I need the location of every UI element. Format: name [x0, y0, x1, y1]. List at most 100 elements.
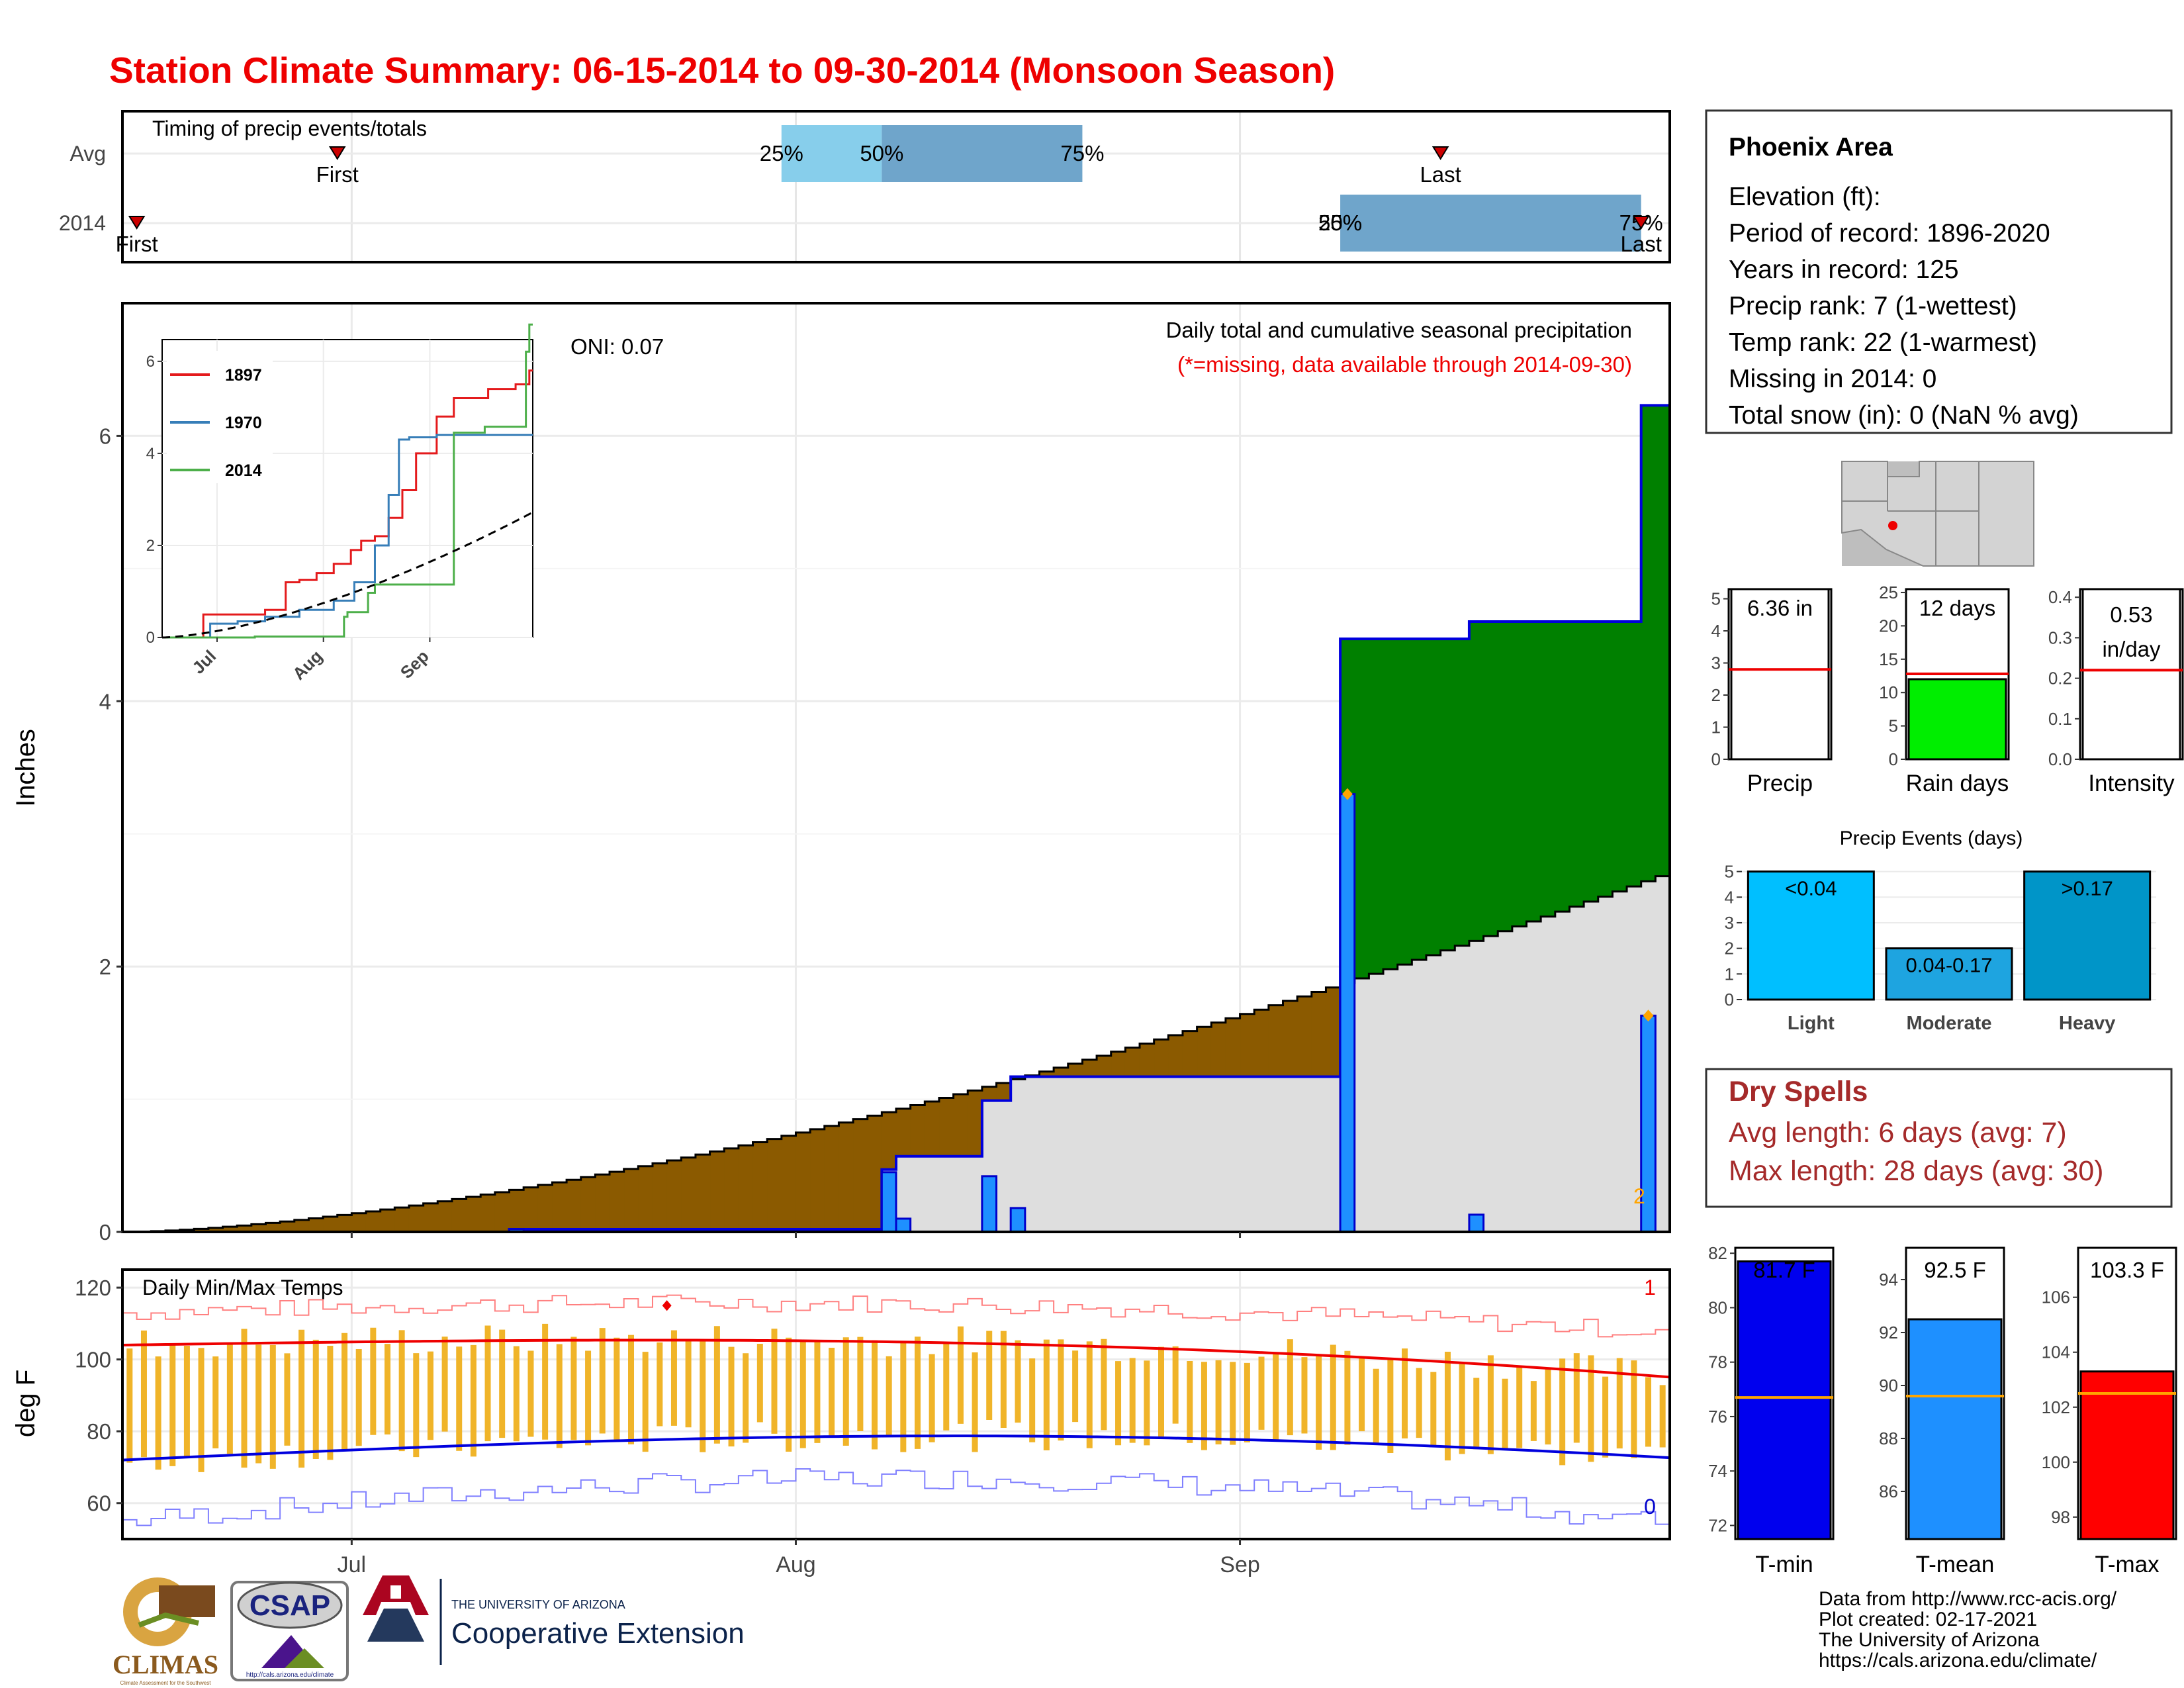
temp-bar-label: 103.3 F [2090, 1258, 2164, 1282]
mini-bar-ytick-label: 0 [1711, 749, 1721, 769]
temp-bar-ytick-label: 98 [2051, 1507, 2070, 1527]
dry-spells-avg: Avg length: 6 days (avg: 7) [1729, 1117, 2067, 1149]
record-high-marker [662, 1300, 672, 1311]
temp-bar-label: 81.7 F [1753, 1258, 1815, 1282]
station-name: Phoenix Area [1729, 133, 1893, 162]
temp-bar-ytick-label: 86 [1879, 1481, 1898, 1501]
avg-max-line [122, 1338, 1670, 1379]
mini-bar-ytick-label: 2 [1711, 685, 1721, 705]
station-info-line: Missing in 2014: 0 [1729, 365, 1936, 393]
record-max-line [122, 1294, 1670, 1338]
climas-logo-subtext: Climate Assessment for the Southwest [120, 1680, 212, 1686]
avg-cumulative-line [122, 870, 1671, 1233]
chart-title: Station Climate Summary: 06-15-2014 to 0… [109, 50, 1335, 91]
inset-ytick-label: 2 [146, 537, 155, 555]
precip-ytick-label: 6 [99, 424, 111, 448]
temp-bar-ytick-label: 72 [1708, 1515, 1727, 1535]
mini-bar-name: Intensity [2088, 771, 2175, 796]
temp-bar-ytick-label: 94 [1879, 1270, 1898, 1289]
inset-line-1970 [162, 434, 533, 639]
precip-events-category: Light [1788, 1013, 1835, 1034]
mini-bar-ytick-label: 0 [1889, 749, 1898, 769]
temp-bar-name: T-min [1755, 1552, 1813, 1577]
mini-bar-name: Precip [1747, 771, 1813, 796]
mini-bar-ytick-label: 20 [1879, 616, 1898, 635]
credit-line: Data from http://www.rcc-acis.org/ [1819, 1588, 2117, 1610]
temp-bar-label: 92.5 F [1924, 1258, 1986, 1282]
logos: CLIMAS Climate Assessment for the Southw… [113, 1575, 745, 1686]
precip-events-bar [1747, 870, 1875, 1001]
temp-bar-ytick-label: 100 [2042, 1452, 2070, 1472]
temp-ylabel: deg F [11, 1370, 40, 1437]
precip-ytick-label: 2 [99, 955, 111, 979]
locator-map [1841, 461, 2034, 567]
avg-q25-label: 25% [760, 141, 803, 165]
dry-spells-title: Dry Spells [1729, 1076, 1868, 1107]
station-info-line: Precip rank: 7 (1-wettest) [1729, 292, 2017, 320]
precip-events-bar-label: >0.17 [2061, 877, 2113, 900]
timing-panel-label: Timing of precip events/totals [152, 117, 427, 140]
avg-last-label: Last [1420, 162, 1461, 187]
inset-line-2014 [162, 323, 533, 639]
inset-legend-label: 1970 [225, 414, 262, 432]
mini-bar-label: 6.36 in [1747, 596, 1813, 620]
inset-line-1897 [162, 369, 533, 639]
mini-bar-ytick-label: 4 [1711, 621, 1721, 641]
credit-line: https://cals.arizona.edu/climate/ [1819, 1650, 2097, 1671]
temp-bar-ytick-label: 104 [2042, 1342, 2070, 1362]
precip-events-bar-label: <0.04 [1785, 877, 1837, 900]
temp-panel-label: Daily Min/Max Temps [142, 1276, 343, 1299]
precip-events-category: Moderate [1907, 1013, 1992, 1034]
station-location-marker [1888, 521, 1897, 530]
min-record-count: 0 [1644, 1495, 1656, 1519]
precip-events-ytick-label: 3 [1725, 913, 1734, 933]
precip-ytick-label: 0 [99, 1220, 111, 1244]
timing-panel: Timing of precip events/totals Avg 2014 … [59, 110, 1671, 263]
csap-logo-text: CSAP [250, 1589, 330, 1622]
ua-logo-big: Cooperative Extension [451, 1617, 745, 1650]
mini-bar-value [2081, 588, 2181, 761]
avg-last-marker [1432, 146, 1449, 160]
temp-bar-name: T-max [2095, 1552, 2160, 1577]
timing-row-avg: Avg [69, 142, 106, 165]
station-info-line: Period of record: 1896-2020 [1729, 219, 2050, 248]
csap-logo-url: http://cals.arizona.edu/climate [246, 1671, 334, 1679]
x-axis-label: Aug [776, 1552, 816, 1577]
temp-bar-value [2079, 1370, 2175, 1540]
inset-legend-label: 1897 [225, 366, 262, 385]
inset-legend-label: 2014 [225, 461, 262, 480]
avg-q50-label: 50% [860, 141, 903, 165]
inset-ytick-label: 6 [146, 353, 155, 371]
mini-bar-ytick-label: 3 [1711, 653, 1721, 673]
mini-bar-value [1730, 588, 1830, 761]
avg-min-line [122, 1434, 1670, 1462]
temp-bar-ytick-label: 80 [1708, 1297, 1727, 1317]
temp-bar-value [1907, 1318, 2003, 1540]
mini-bar-label: 0.53 [2110, 602, 2152, 627]
daily-precip-bar [1339, 793, 1356, 1233]
ua-logo-small: THE UNIVERSITY OF ARIZONA [451, 1598, 625, 1611]
daily-precip-bar [1468, 1213, 1485, 1233]
temp-bar-ytick-label: 82 [1708, 1243, 1727, 1263]
precip-subtitle: Daily total and cumulative seasonal prec… [1166, 318, 1632, 342]
avg-q75-label: 75% [1060, 141, 1104, 165]
mini-bar-ytick-label: 5 [1889, 716, 1898, 736]
precip-events-ytick-label: 2 [1725, 939, 1734, 959]
y2014-q50-q75-bar [1340, 195, 1641, 252]
inset-ytick-label: 0 [146, 629, 155, 647]
temp-bar-ytick-label: 90 [1879, 1376, 1898, 1395]
station-info-line: Temp rank: 22 (1-warmest) [1729, 328, 2037, 357]
mini-bar-ytick-label: 25 [1879, 583, 1898, 602]
mini-bar-ytick-label: 10 [1879, 682, 1898, 702]
precip-events-ytick-label: 1 [1725, 964, 1734, 984]
temp-bar-ytick-label: 78 [1708, 1352, 1727, 1372]
temp-bar-ytick-label: 88 [1879, 1429, 1898, 1448]
temp-bar-ytick-label: 92 [1879, 1323, 1898, 1342]
temp-ytick-label: 120 [75, 1276, 111, 1300]
mini-bar-ytick-label: 5 [1711, 589, 1721, 609]
mini-bar-label: 12 days [1919, 596, 1996, 620]
climas-logo: CLIMAS Climate Assessment for the Southw… [113, 1577, 218, 1686]
precip-events-bar-label: 0.04-0.17 [1906, 954, 1993, 977]
avg-q25-q50-bar [781, 125, 882, 182]
